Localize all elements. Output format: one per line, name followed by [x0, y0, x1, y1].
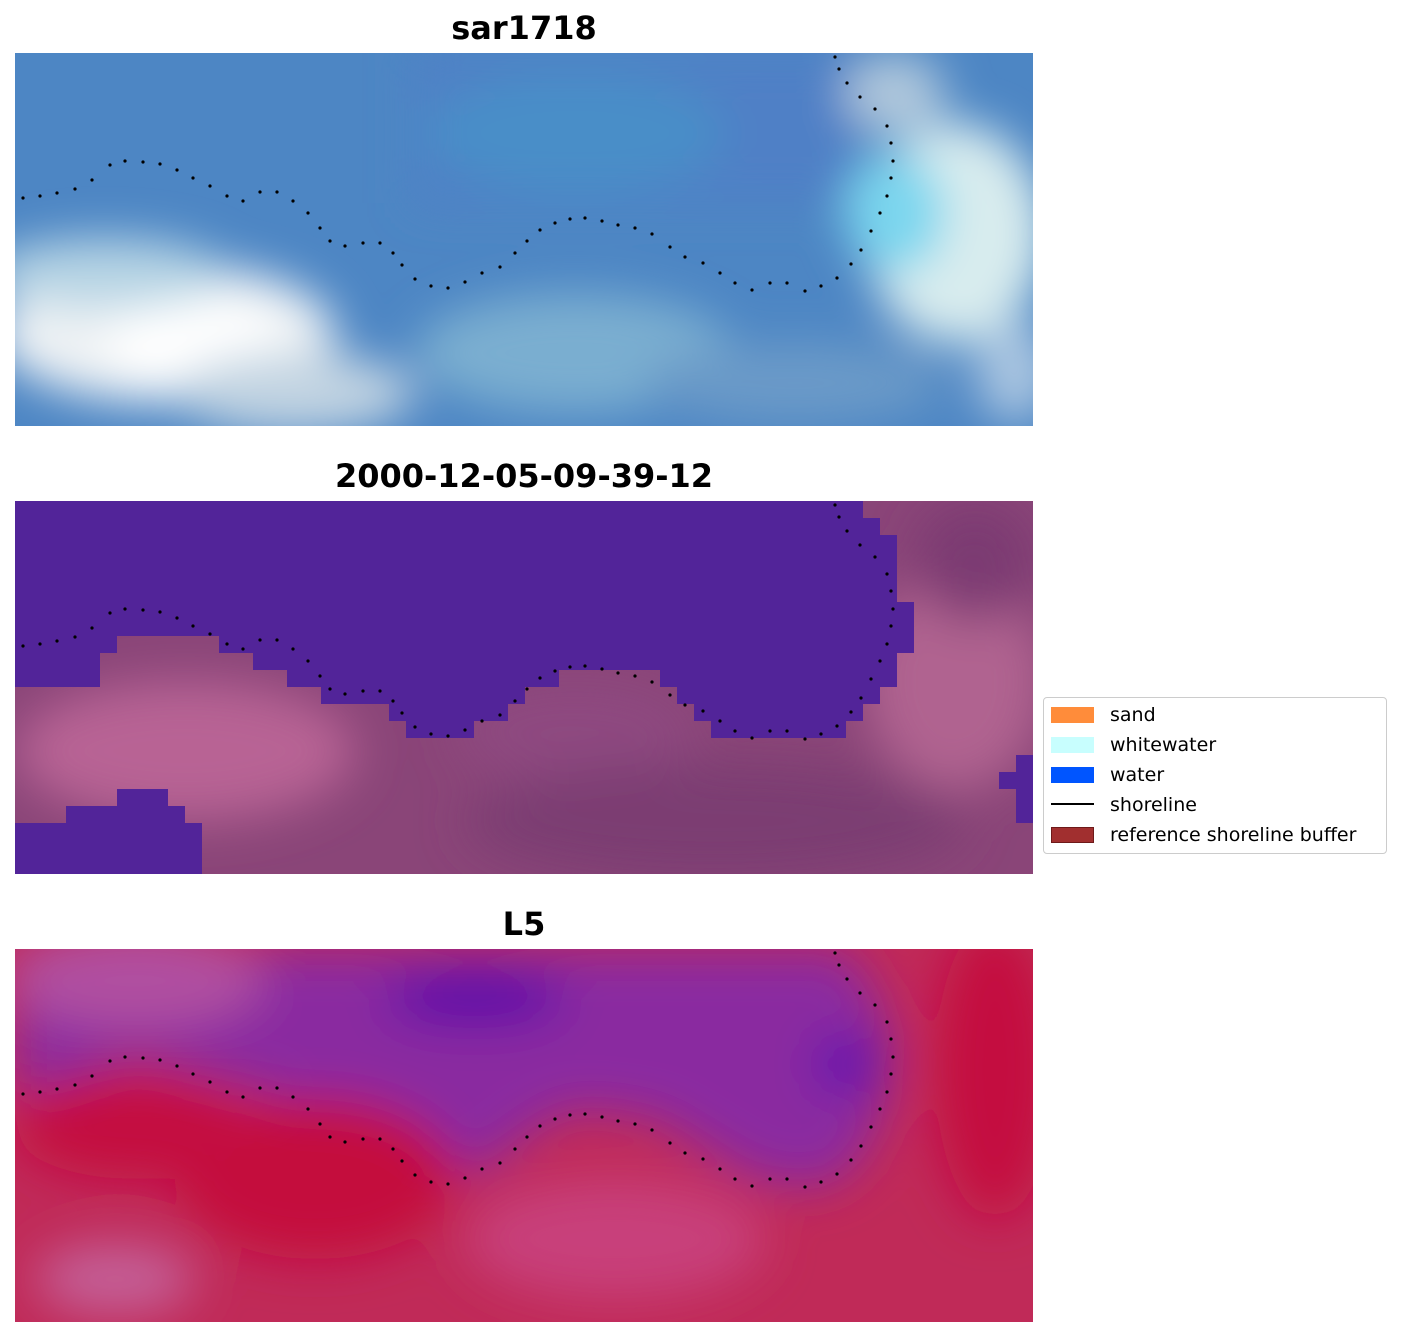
- shoreline-dots-1: [21, 55, 895, 293]
- legend-swatch-reference-buffer: [1051, 827, 1094, 843]
- index-image-panel: [15, 949, 1033, 1322]
- legend-label-shoreline: shoreline: [1110, 794, 1197, 816]
- legend-swatch-sand: [1051, 707, 1094, 723]
- legend-label-sand: sand: [1110, 704, 1156, 726]
- shoreline-dots-2: [21, 503, 895, 741]
- water-class-region: [15, 501, 914, 738]
- panel-title-l5: L5: [502, 905, 546, 943]
- shoreline-dots-3: [21, 951, 895, 1189]
- legend-item-shoreline: shoreline: [1051, 790, 1381, 820]
- panel-title-date: 2000-12-05-09-39-12: [334, 457, 714, 495]
- legend-item-sand: sand: [1051, 700, 1381, 730]
- legend-label-whitewater: whitewater: [1110, 734, 1217, 756]
- legend: sand whitewater water shoreline referenc…: [1043, 697, 1387, 854]
- legend-swatch-water: [1051, 767, 1094, 783]
- rgb-image-panel: [15, 53, 1033, 426]
- legend-label-reference-buffer: reference shoreline buffer: [1110, 824, 1357, 846]
- legend-item-water: water: [1051, 760, 1381, 790]
- legend-item-whitewater: whitewater: [1051, 730, 1381, 760]
- legend-swatch-whitewater: [1051, 737, 1094, 753]
- legend-item-reference-buffer: reference shoreline buffer: [1051, 820, 1381, 850]
- classified-image-panel: [15, 501, 1033, 874]
- legend-label-water: water: [1110, 764, 1165, 786]
- panel-title-sar: sar1718: [451, 9, 597, 47]
- legend-line-shoreline: [1051, 803, 1094, 805]
